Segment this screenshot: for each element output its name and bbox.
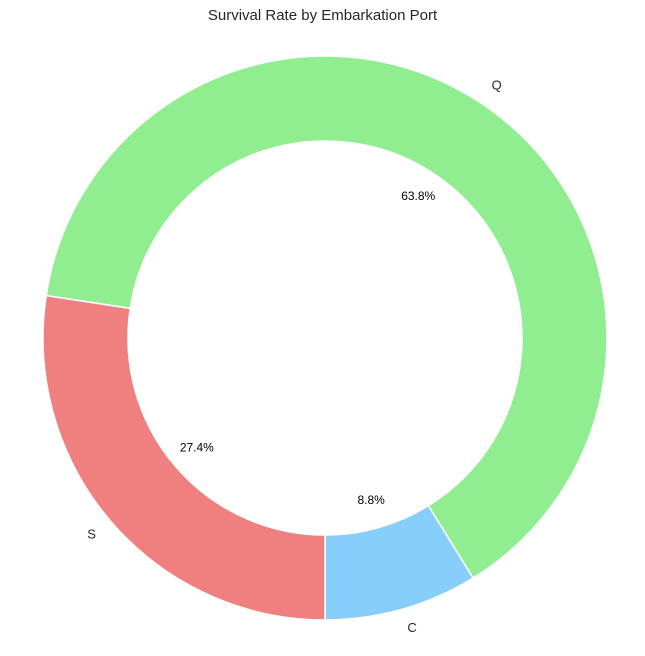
slices-group <box>42 55 608 621</box>
percent-label-s: 27.4% <box>180 440 214 454</box>
category-label-c: C <box>407 620 416 635</box>
category-label-q: Q <box>492 78 502 93</box>
category-label-s: S <box>87 526 96 541</box>
slice-s <box>42 294 326 621</box>
chart-title: Survival Rate by Embarkation Port <box>207 7 438 24</box>
percent-label-c: 8.8% <box>357 493 385 507</box>
labels-group: C 8.8% Q 63.8% S 27.4% <box>87 78 501 635</box>
slice-q <box>45 55 608 580</box>
percent-label-q: 63.8% <box>401 189 435 203</box>
